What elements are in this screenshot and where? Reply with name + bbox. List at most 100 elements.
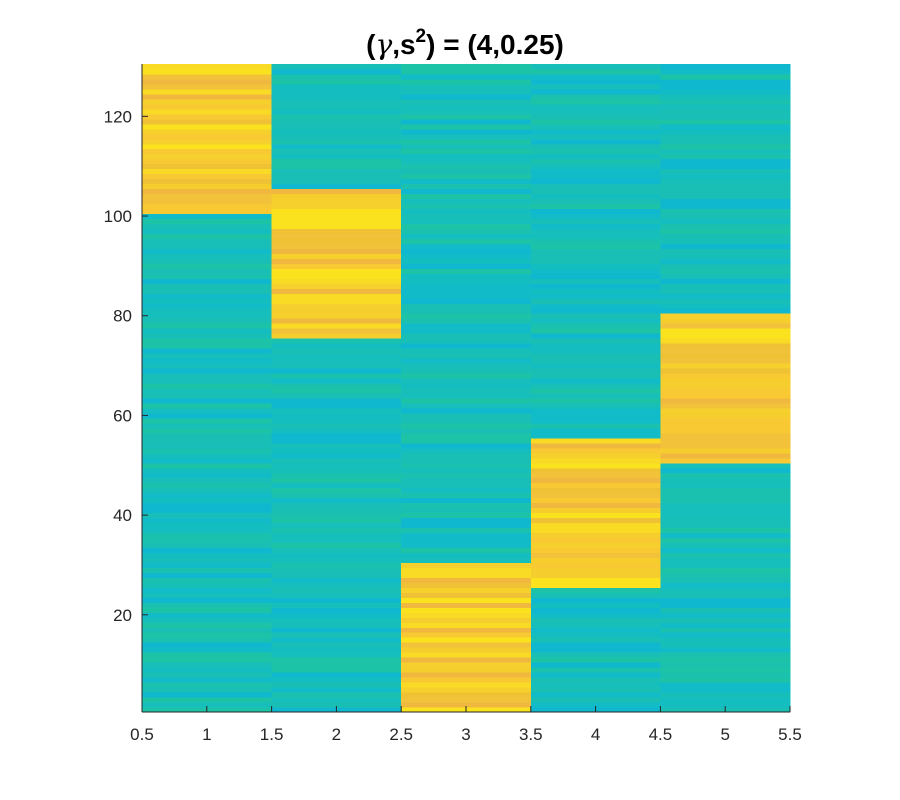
x-tick-label: 5 xyxy=(720,725,729,744)
heatmap-cell xyxy=(142,477,273,484)
heatmap-cell xyxy=(530,532,661,539)
heatmap-cell xyxy=(142,208,273,215)
heatmap-cell xyxy=(530,622,661,628)
heatmap-cell xyxy=(271,248,402,254)
heatmap-cell xyxy=(530,477,661,484)
heatmap-cell xyxy=(530,123,661,130)
heatmap-cell xyxy=(401,677,532,683)
x-tick-label: 1 xyxy=(202,725,211,744)
heatmap-cell xyxy=(142,562,273,568)
heatmap-cell xyxy=(142,612,273,618)
heatmap-cell xyxy=(401,532,532,539)
heatmap-cell xyxy=(660,597,791,603)
heatmap-cell xyxy=(401,283,532,289)
heatmap-cell xyxy=(660,457,791,464)
heatmap-cell xyxy=(401,422,532,429)
heatmap-cell xyxy=(401,427,532,434)
heatmap-cell xyxy=(660,522,791,529)
heatmap-cell xyxy=(401,407,532,414)
heatmap-cell xyxy=(271,622,402,628)
heatmap-cell xyxy=(271,78,402,85)
heatmap-cell xyxy=(660,527,791,534)
heatmap-cell xyxy=(271,652,402,658)
heatmap-cell xyxy=(142,118,273,125)
heatmap-cell xyxy=(271,93,402,100)
heatmap-cell xyxy=(271,163,402,170)
heatmap-cell xyxy=(142,188,273,195)
heatmap-cell xyxy=(271,422,402,429)
heatmap-cell xyxy=(530,323,661,329)
heatmap-cell xyxy=(271,482,402,489)
heatmap-cell xyxy=(142,328,273,334)
heatmap-cell xyxy=(401,238,532,244)
heatmap-cell xyxy=(530,83,661,90)
heatmap-cell xyxy=(142,672,273,678)
heatmap-cell xyxy=(660,148,791,155)
heatmap-cell xyxy=(530,502,661,509)
heatmap-cell xyxy=(142,557,273,563)
heatmap-cell xyxy=(660,462,791,469)
heatmap-cell xyxy=(142,592,273,598)
chart-title-suffix: ) = (4,0.25) xyxy=(426,29,564,60)
heatmap-cell xyxy=(530,223,661,229)
heatmap-cell xyxy=(271,373,402,379)
heatmap-cell xyxy=(530,487,661,494)
heatmap-cell xyxy=(271,283,402,289)
chart-title-sep: ,s xyxy=(392,29,415,60)
heatmap-cell xyxy=(271,537,402,544)
heatmap-cell xyxy=(660,333,791,339)
heatmap-cell xyxy=(401,303,532,309)
heatmap-cell xyxy=(142,298,273,304)
heatmap-cell xyxy=(142,193,273,200)
heatmap-cell xyxy=(401,298,532,304)
heatmap-cell xyxy=(271,457,402,464)
heatmap-cell xyxy=(271,402,402,409)
heatmap-cell xyxy=(142,88,273,95)
heatmap-cell xyxy=(530,253,661,259)
heatmap-cell xyxy=(142,233,273,239)
heatmap-cell xyxy=(401,143,532,150)
heatmap-cell xyxy=(271,442,402,449)
heatmap-cell xyxy=(142,373,273,379)
heatmap-cell xyxy=(142,83,273,90)
heatmap-cell xyxy=(660,283,791,289)
heatmap-cell xyxy=(401,373,532,379)
heatmap-cell xyxy=(660,687,791,693)
heatmap-cell xyxy=(271,567,402,573)
heatmap-cell xyxy=(660,133,791,140)
heatmap-cell xyxy=(271,353,402,359)
heatmap-cell xyxy=(271,118,402,125)
heatmap-cell xyxy=(142,487,273,494)
heatmap-cell xyxy=(530,652,661,658)
heatmap-cell xyxy=(660,567,791,573)
heatmap-cell xyxy=(530,407,661,414)
heatmap-cell xyxy=(142,288,273,294)
heatmap-cell xyxy=(142,383,273,389)
heatmap-cell xyxy=(530,617,661,623)
x-tick-label: 3 xyxy=(461,725,470,744)
heatmap-cell xyxy=(401,243,532,249)
heatmap-cell xyxy=(530,647,661,653)
heatmap-cell xyxy=(401,183,532,190)
heatmap-cell xyxy=(530,562,661,568)
heatmap-cell xyxy=(271,268,402,274)
heatmap-cell xyxy=(530,662,661,668)
heatmap-cell xyxy=(530,442,661,449)
heatmap-cell xyxy=(271,642,402,648)
heatmap-cell xyxy=(530,288,661,294)
heatmap-cell xyxy=(401,268,532,274)
heatmap-cell xyxy=(530,602,661,608)
heatmap-cell xyxy=(271,602,402,608)
heatmap-cell xyxy=(530,148,661,155)
heatmap-cell xyxy=(401,278,532,284)
y-tick-label: 80 xyxy=(113,307,132,326)
heatmap-cell xyxy=(142,293,273,299)
heatmap-cell xyxy=(142,572,273,578)
heatmap-cell xyxy=(271,88,402,95)
heatmap-cell xyxy=(530,432,661,439)
heatmap-cell xyxy=(401,173,532,180)
heatmap-cell xyxy=(142,502,273,509)
heatmap-cell xyxy=(401,447,532,454)
heatmap-cell xyxy=(530,153,661,160)
heatmap-cell xyxy=(271,397,402,404)
